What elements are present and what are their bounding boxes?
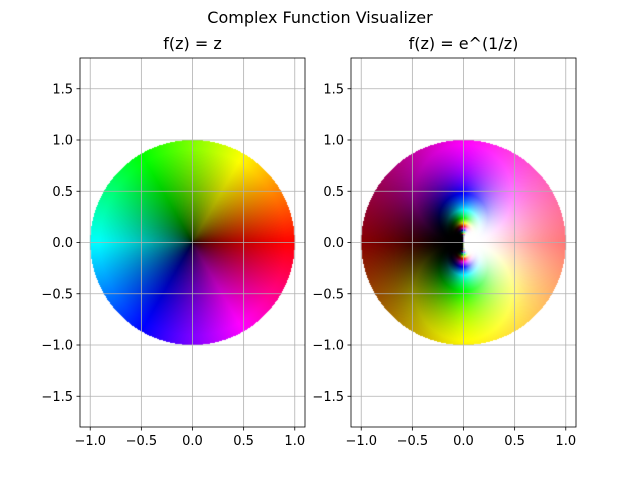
left-y-tick-label: 0.0 <box>52 236 73 251</box>
right-y-tick-label: 1.5 <box>323 82 344 97</box>
left-y-tick-label: 0.5 <box>52 185 73 200</box>
right-y-tick-label: −1.5 <box>312 390 344 405</box>
left-y-tick-label: 1.0 <box>52 134 73 149</box>
right-y-tick-label: 1.0 <box>323 134 344 149</box>
right-x-tick-label: −1.0 <box>345 434 377 449</box>
left-x-tick-label: 0.0 <box>182 434 203 449</box>
left-x-tick-label: 0.5 <box>233 434 254 449</box>
left-y-tick-label: −1.5 <box>41 390 73 405</box>
right-x-tick-label: 0.5 <box>504 434 525 449</box>
right-y-tick-label: −1.0 <box>312 339 344 354</box>
left-y-tick-label: −1.0 <box>41 339 73 354</box>
right-y-tick-label: 0.0 <box>323 236 344 251</box>
left-x-tick-label: 1.0 <box>284 434 305 449</box>
left-y-tick-label: 1.5 <box>52 82 73 97</box>
left-x-tick-label: −1.0 <box>74 434 106 449</box>
right-plot-title: f(z) = e^(1/z) <box>408 34 519 53</box>
left-axes: −1.0 −0.5 0.0 0.5 1.0 −1.5 −1.0 −0.5 0.0 0.5 1.0 1.… <box>41 57 306 449</box>
right-x-tick-label: 0.0 <box>453 434 474 449</box>
figure-title: Complex Function Visualizer <box>207 8 433 27</box>
right-y-tick-label: 0.5 <box>323 185 344 200</box>
right-x-tick-label: 1.0 <box>555 434 576 449</box>
right-x-tick-label: −0.5 <box>397 434 429 449</box>
left-x-tick-label: −0.5 <box>126 434 158 449</box>
right-y-tick-label: −0.5 <box>312 287 344 302</box>
left-plot-title: f(z) = z <box>163 34 222 53</box>
left-y-tick-label: −0.5 <box>41 287 73 302</box>
right-axes: −1.0 −0.5 0.0 0.5 1.0 −1.5 −1.0 −0.5 0.0 0.5 1.0 1.… <box>312 57 577 449</box>
